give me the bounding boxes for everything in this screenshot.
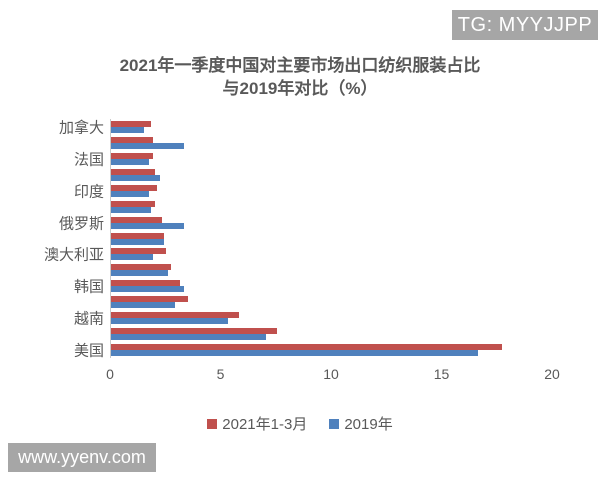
bar-row: 澳大利亚 xyxy=(44,247,553,264)
y-axis-label: 俄罗斯 xyxy=(58,215,104,233)
bar-2021 xyxy=(111,296,189,303)
site-watermark: www.yyenv.com xyxy=(8,443,156,472)
bar-row: 韩国 xyxy=(74,278,553,296)
bar-2021 xyxy=(111,328,277,335)
bar-2019 xyxy=(111,302,176,309)
bar-row xyxy=(111,199,553,215)
y-axis-label: 法国 xyxy=(73,151,104,169)
bar-2019 xyxy=(111,318,229,325)
y-axis-label: 印度 xyxy=(73,183,104,201)
legend-swatch-2021 xyxy=(207,418,218,429)
bar-2021 xyxy=(111,200,156,207)
x-axis: 0 5 10 15 20 xyxy=(106,366,560,382)
telegram-badge: TG: MYYJJPP xyxy=(452,10,598,40)
bar-2021 xyxy=(111,136,153,143)
bar-2019 xyxy=(111,286,184,293)
chart-title: 2021年一季度中国对主要市场出口纺织服装占比 与2019年对比（%） xyxy=(0,54,600,100)
bar-2021 xyxy=(111,312,240,319)
bar-2019 xyxy=(111,270,169,277)
y-axis-label: 韩国 xyxy=(73,278,104,296)
legend-item-2021: 2021年1-3月 xyxy=(207,413,307,434)
bar-2021 xyxy=(111,184,158,191)
bar-row: 加拿大 xyxy=(59,119,553,136)
bar-row xyxy=(111,135,553,151)
bar-row: 越南 xyxy=(74,310,553,328)
legend-item-2019: 2019年 xyxy=(329,413,393,434)
bar-2021 xyxy=(111,264,171,271)
bar-2021 xyxy=(111,120,151,127)
bar-row: 法国 xyxy=(74,151,553,168)
x-axis-tick-label: 10 xyxy=(323,366,339,382)
legend-swatch-2019 xyxy=(329,418,340,429)
bar-2019 xyxy=(111,334,266,341)
y-axis-label: 越南 xyxy=(73,310,104,328)
bar-row xyxy=(111,294,553,310)
legend-label-2019: 2019年 xyxy=(344,416,393,433)
bar-2021 xyxy=(111,280,180,287)
bar-row xyxy=(111,326,553,342)
bar-2021 xyxy=(111,152,153,159)
bar-2019 xyxy=(111,222,184,229)
bar-row xyxy=(111,167,553,183)
bar-2019 xyxy=(111,254,153,261)
bar-2019 xyxy=(111,174,160,181)
bar-row xyxy=(111,262,553,278)
chart-title-line2: 与2019年对比（%） xyxy=(222,79,378,98)
x-axis-tick-label: 20 xyxy=(544,366,560,382)
y-axis-label: 加拿大 xyxy=(58,119,104,137)
bar-2019 xyxy=(111,126,145,133)
bar-row xyxy=(111,231,553,247)
y-axis-label: 澳大利亚 xyxy=(43,246,104,264)
bar-2019 xyxy=(111,350,478,357)
legend: 2021年1-3月 2019年 xyxy=(0,413,600,434)
bar-2021 xyxy=(111,168,156,175)
bar-row: 美国 xyxy=(74,342,553,360)
bar-2021 xyxy=(111,216,162,223)
x-axis-tick-label: 0 xyxy=(106,366,114,382)
bar-2021 xyxy=(111,248,167,255)
bar-2019 xyxy=(111,158,149,165)
x-axis-tick-label: 5 xyxy=(216,366,225,382)
bar-row: 俄罗斯 xyxy=(59,215,553,232)
legend-label-2021: 2021年1-3月 xyxy=(222,416,308,433)
bar-2021 xyxy=(111,232,165,239)
bar-2021 xyxy=(111,344,503,351)
bar-2019 xyxy=(111,190,149,197)
chart-title-line1: 2021年一季度中国对主要市场出口纺织服装占比 xyxy=(119,56,481,75)
bar-row: 印度 xyxy=(74,183,553,200)
bar-2019 xyxy=(111,206,151,213)
bar-2019 xyxy=(111,142,184,149)
bar-2019 xyxy=(111,238,165,245)
y-axis-label: 美国 xyxy=(73,342,104,360)
x-axis-tick-label: 15 xyxy=(433,366,450,382)
plot-area: 加拿大法国印度俄罗斯澳大利亚韩国越南美国 xyxy=(44,119,553,360)
